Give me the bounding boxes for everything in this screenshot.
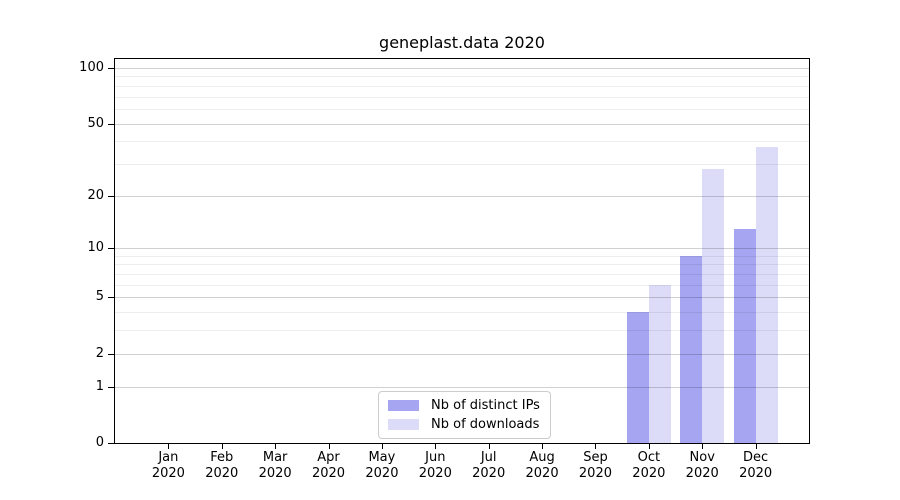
x-tick-label: Aug 2020	[525, 450, 559, 481]
y-tick-label: 0	[95, 435, 104, 450]
bars-layer	[115, 59, 809, 443]
y-tick-mark	[108, 68, 114, 69]
y-tick-label: 5	[95, 289, 104, 305]
x-tick-label: Oct 2020	[632, 450, 666, 481]
legend-item-distinct-ips: Nb of distinct IPs	[388, 398, 540, 413]
x-tick-mark	[542, 444, 544, 449]
y-tick-label: 1	[95, 378, 104, 394]
legend: Nb of distinct IPs Nb of downloads	[378, 391, 551, 439]
x-tick-mark	[702, 444, 704, 449]
y-tick-mark	[108, 386, 114, 388]
x-tick-mark	[328, 444, 330, 449]
plot-area: Nb of distinct IPs Nb of downloads	[114, 58, 810, 444]
y-tick-mark	[108, 443, 114, 444]
x-tick-label: Nov 2020	[685, 450, 719, 481]
bar-distinct-ips-dec	[733, 228, 756, 443]
x-tick-mark	[595, 444, 597, 449]
legend-swatch-distinct-ips-icon	[388, 400, 419, 411]
y-tick-label: 100	[79, 60, 104, 75]
y-tick-mark	[108, 248, 114, 250]
bar-downloads-oct	[648, 284, 671, 443]
bar-distinct-ips-oct	[626, 312, 649, 443]
chart-title: geneplast.data 2020	[379, 33, 545, 52]
x-tick-mark	[435, 444, 437, 449]
legend-swatch-downloads-icon	[388, 419, 419, 430]
x-tick-label: Feb 2020	[205, 450, 239, 481]
y-tick-mark	[108, 297, 114, 299]
x-tick-label: Jul 2020	[472, 450, 506, 481]
y-tick-label: 20	[87, 187, 104, 203]
y-tick-mark	[108, 123, 114, 125]
x-tick-label: Dec 2020	[739, 450, 773, 481]
x-tick-label: Apr 2020	[311, 450, 346, 481]
y-tick-mark	[108, 195, 114, 197]
bar-downloads-nov	[702, 169, 725, 443]
x-tick-mark	[221, 444, 223, 449]
y-tick-label: 50	[87, 115, 104, 131]
x-tick-label: Jun 2020	[418, 450, 452, 481]
y-tick-label: 2	[95, 345, 104, 361]
x-tick-label: May 2020	[365, 450, 399, 481]
x-tick-label: Jan 2020	[151, 450, 185, 481]
legend-label-downloads: Nb of downloads	[431, 417, 540, 432]
x-tick-mark	[755, 444, 757, 449]
y-tick-label: 10	[87, 240, 104, 256]
x-tick-mark	[488, 444, 490, 449]
x-tick-mark	[275, 444, 277, 449]
bar-distinct-ips-nov	[680, 255, 703, 443]
legend-label-distinct-ips: Nb of distinct IPs	[431, 398, 540, 413]
y-tick-mark	[108, 353, 114, 355]
x-tick-label: Mar 2020	[258, 450, 292, 481]
x-tick-mark	[381, 444, 383, 449]
legend-item-downloads: Nb of downloads	[388, 417, 540, 432]
x-tick-mark	[168, 444, 170, 449]
x-tick-label: Sep 2020	[578, 450, 612, 481]
x-tick-mark	[648, 444, 650, 449]
bar-downloads-dec	[755, 147, 778, 443]
